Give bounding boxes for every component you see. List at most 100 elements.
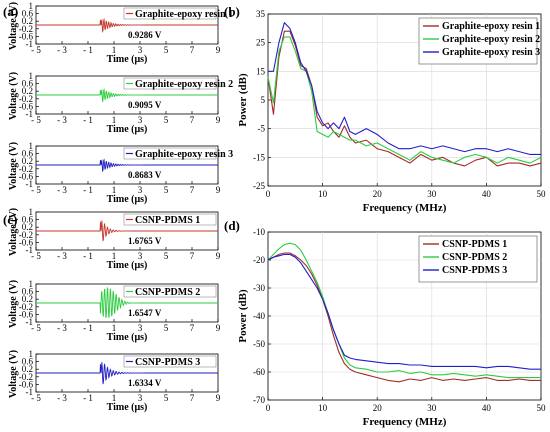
x-tick-label: 7: [190, 393, 195, 403]
legend-box: [123, 7, 217, 20]
x-tick-label: - 1: [83, 185, 93, 195]
x-tick-label: 5: [164, 185, 169, 195]
x-tick-label: 3: [138, 323, 143, 333]
y-tick-label: -0.2: [19, 164, 33, 174]
x-tick-label: 3: [138, 251, 143, 261]
waveform-line: [36, 286, 218, 319]
x-tick-label: 7: [190, 323, 195, 333]
y-tick-label: -0.2: [19, 372, 33, 382]
x-axis-label: Time (μs): [107, 260, 148, 271]
x-tick-label: 1: [112, 115, 117, 125]
peak-voltage-annotation: 1.6765 V: [128, 236, 162, 246]
x-tick-label: 9: [216, 393, 221, 403]
x-axis-label: Time (μs): [107, 54, 148, 65]
x-tick-label: 5: [164, 393, 169, 403]
y-tick-label: 5: [261, 95, 266, 105]
x-axis-label: Frequency (MHz): [363, 202, 447, 214]
y-tick-label: -40: [253, 311, 265, 321]
y-tick-label: -1: [26, 317, 34, 327]
panel-label-b: (b): [224, 4, 240, 19]
legend-label: Graphite-epoxy resin 1: [135, 9, 233, 20]
y-tick-label: -0.6: [19, 101, 34, 111]
x-tick-label: - 3: [57, 323, 67, 333]
x-tick-label: 7: [190, 115, 195, 125]
x-tick-label: - 3: [57, 115, 67, 125]
x-tick-label: - 3: [57, 393, 67, 403]
x-tick-label: - 1: [83, 323, 93, 333]
x-tick-label: 1: [112, 323, 117, 333]
x-tick-label: - 5: [31, 185, 41, 195]
panel-label-a: (a): [3, 4, 18, 19]
waveform-line: [36, 17, 218, 33]
legend-label: Graphite-epoxy resin 2: [442, 34, 540, 45]
legend-label: Graphite-epoxy resin 2: [135, 79, 233, 90]
series-line-3: [267, 253, 541, 370]
x-tick-label: 50: [537, 403, 547, 413]
peak-voltage-annotation: 0.9095 V: [128, 100, 162, 110]
y-tick-label: -10: [253, 227, 265, 237]
y-tick-label: 0.6: [22, 79, 34, 89]
legend-label: Graphite-epoxy resin 1: [442, 21, 540, 32]
x-tick-label: 9: [216, 323, 221, 333]
x-tick-label: - 1: [83, 393, 93, 403]
y-tick-label: -1: [26, 387, 34, 397]
x-tick-label: 0: [266, 189, 271, 199]
x-tick-label: 10: [318, 189, 328, 199]
x-tick-label: - 5: [31, 45, 41, 55]
y-tick-label: -25: [253, 181, 265, 191]
y-tick-label: 1: [29, 349, 34, 359]
y-tick-label: 1: [29, 279, 34, 289]
x-tick-label: - 5: [31, 115, 41, 125]
legend-box: [123, 77, 217, 90]
x-axis-label: Time (μs): [107, 194, 148, 205]
y-tick-label: -60: [253, 367, 265, 377]
y-tick-label: -0.6: [19, 171, 34, 181]
y-tick-label: -0.2: [19, 230, 33, 240]
chart-7: 0 10 20 30 40 50 -10 -20 -30 -40 -50 -60 -70 Frequenc…: [237, 227, 546, 428]
y-tick-label: -5: [258, 124, 266, 134]
x-tick-label: 20: [373, 189, 383, 199]
y-tick-label: 0.6: [22, 287, 34, 297]
x-tick-label: 3: [138, 393, 143, 403]
x-tick-label: 5: [164, 115, 169, 125]
series-line-2: [267, 36, 542, 164]
y-axis-label: Voltage (V): [8, 208, 19, 256]
x-tick-label: - 3: [57, 45, 67, 55]
x-tick-label: - 5: [31, 323, 41, 333]
y-axis-label: Voltage (V): [8, 280, 19, 328]
y-tick-label: 1: [29, 141, 34, 151]
x-axis-label: Time (μs): [107, 124, 148, 135]
x-tick-label: 7: [190, 45, 195, 55]
legend-box: [123, 355, 217, 368]
y-tick-label: -20: [253, 255, 265, 265]
x-tick-label: 7: [190, 185, 195, 195]
x-tick-label: 5: [164, 251, 169, 261]
x-tick-label: 50: [537, 189, 547, 199]
legend-label: CSNP-PDMS 1: [135, 215, 200, 226]
x-tick-label: 3: [138, 45, 143, 55]
y-tick-label: 0.2: [22, 294, 33, 304]
x-tick-label: - 3: [57, 251, 67, 261]
x-tick-label: - 3: [57, 185, 67, 195]
y-tick-label: 15: [256, 66, 266, 76]
series-line-1: [267, 30, 542, 167]
x-tick-label: - 5: [31, 251, 41, 261]
y-tick-label: 0.6: [22, 215, 34, 225]
legend-label: CSNP-PDMS 2: [442, 252, 507, 263]
y-tick-label: 0.2: [22, 16, 33, 26]
x-tick-label: 1: [112, 185, 117, 195]
series-line-1: [267, 252, 541, 383]
x-tick-label: 1: [112, 45, 117, 55]
panel-label-c: (c): [3, 212, 17, 227]
y-axis-label: Voltage (V): [8, 2, 19, 50]
y-tick-label: -0.6: [19, 309, 34, 319]
x-tick-label: 7: [190, 251, 195, 261]
y-tick-label: -30: [253, 283, 265, 293]
y-tick-label: 1: [29, 71, 34, 81]
y-tick-label: -0.6: [19, 31, 34, 41]
y-axis-label: Voltage (V): [8, 142, 19, 190]
